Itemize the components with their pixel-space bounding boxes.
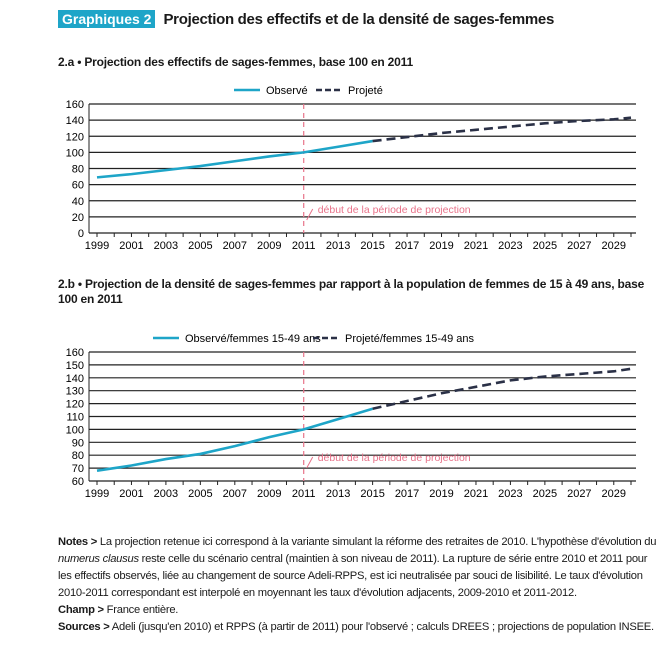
y-tick-label: 110 [66,412,84,424]
y-tick-label: 0 [78,228,84,240]
x-tick-label: 2007 [223,488,247,500]
annotation-arrow [306,208,314,221]
x-tick-label: 2027 [567,240,591,252]
y-tick-label: 90 [72,437,84,449]
x-tick-label: 2003 [154,240,178,252]
figure-header: Graphiques 2 Projection des effectifs et… [58,10,554,28]
x-tick-label: 2027 [567,488,591,500]
y-tick-label: 70 [72,463,84,475]
notes: Notes > La projection retenue ici corres… [58,534,658,636]
y-tick-label: 120 [66,399,84,411]
y-tick-label: 100 [66,424,84,436]
x-tick-label: 2015 [360,488,384,500]
x-tick-label: 2005 [188,240,212,252]
x-tick-label: 2007 [223,240,247,252]
legend-label: Projeté [348,85,383,97]
y-tick-label: 140 [66,115,84,127]
y-tick-label: 140 [66,373,84,385]
y-tick-label: 130 [66,386,84,398]
x-tick-label: 1999 [85,240,109,252]
series-line-projected [372,116,632,143]
annotation-arrow [306,456,314,469]
x-tick-label: 2013 [326,240,350,252]
chart-a-title: 2.a • Projection des effectifs de sages-… [58,55,413,69]
x-tick-label: 2017 [395,240,419,252]
x-tick-label: 2005 [188,488,212,500]
y-tick-label: 150 [66,360,84,372]
x-tick-label: 2021 [464,240,488,252]
x-tick-label: 2001 [119,240,143,252]
x-tick-label: 2011 [292,488,316,500]
notes-label: Notes > [58,536,97,548]
figure-badge: Graphiques 2 [58,10,156,28]
champ-label: Champ > [58,604,104,616]
x-tick-label: 2009 [257,240,281,252]
annotation-text: début de la période de projection [318,204,471,216]
y-tick-label: 160 [66,347,84,359]
x-tick-label: 2023 [498,240,522,252]
sources-label: Sources > [58,621,110,633]
y-tick-label: 160 [66,99,84,111]
y-tick-label: 80 [72,450,84,462]
series-line-observed [96,407,373,472]
chart-b-title: 2.b • Projection de la densité de sages-… [58,277,645,306]
x-tick-label: 2029 [602,488,626,500]
notes-italic: numerus clausus [58,553,139,565]
x-tick-label: 2029 [602,240,626,252]
x-tick-label: 2017 [395,488,419,500]
x-tick-label: 2011 [292,240,316,252]
series-line-projected [372,367,632,411]
y-tick-label: 20 [72,212,84,224]
champ-text: France entière. [103,604,179,616]
x-tick-label: 2023 [498,488,522,500]
x-tick-label: 2025 [533,488,557,500]
y-tick-label: 120 [66,131,84,143]
y-tick-label: 100 [66,147,84,159]
annotation-text: début de la période de projection [318,452,471,464]
x-tick-label: 2009 [257,488,281,500]
x-tick-label: 2001 [119,488,143,500]
x-tick-label: 2003 [154,488,178,500]
figure-title: Projection des effectifs et de la densit… [163,10,555,28]
legend-label: Observé/femmes 15-49 ans [185,333,321,345]
y-tick-label: 40 [72,196,84,208]
x-tick-label: 1999 [85,488,109,500]
sources-text: Adeli (jusqu'en 2010) et RPPS (à partir … [109,621,654,633]
y-tick-label: 60 [72,180,84,192]
x-tick-label: 2021 [464,488,488,500]
x-tick-label: 2015 [360,240,384,252]
x-tick-label: 2019 [429,488,453,500]
y-tick-label: 80 [72,164,84,176]
chart-a: 0 20 40 60 80 100 120 140 160 1999 2001 2003 2005 200… [66,85,636,252]
legend-label: Observé [266,85,308,97]
x-tick-label: 2019 [429,240,453,252]
notes-text: La projection retenue ici correspond à l… [96,536,657,548]
series-line-observed [96,139,373,179]
notes-text-2: reste celle du scénario central (maintie… [58,553,648,599]
x-tick-label: 2013 [326,488,350,500]
y-tick-label: 60 [72,476,84,488]
legend-label: Projeté/femmes 15-49 ans [345,333,475,345]
x-tick-label: 2025 [533,240,557,252]
